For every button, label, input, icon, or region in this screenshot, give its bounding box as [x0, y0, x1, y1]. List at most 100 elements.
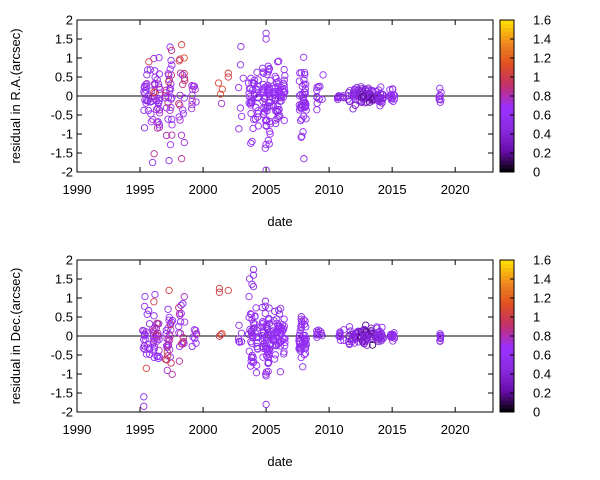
- data-point: [273, 325, 282, 333]
- data-point: [436, 98, 444, 106]
- data-point: [280, 76, 288, 84]
- data-point: [349, 105, 357, 113]
- data-point: [141, 335, 150, 344]
- data-point: [142, 364, 150, 372]
- data-points: [140, 29, 445, 172]
- colorbar-band: [500, 355, 514, 360]
- data-point: [298, 317, 306, 326]
- colorbar-band: [500, 286, 514, 291]
- data-point: [253, 344, 262, 353]
- y-tick-label: 2: [66, 13, 73, 28]
- data-point: [154, 104, 162, 112]
- x-tick-label: 1990: [63, 182, 92, 197]
- data-point: [150, 343, 158, 351]
- data-point: [236, 61, 245, 69]
- colorbar-band: [500, 46, 514, 51]
- data-point: [295, 338, 303, 346]
- data-point: [279, 93, 288, 101]
- data-point: [164, 115, 172, 123]
- data-point: [340, 336, 348, 345]
- data-point: [262, 323, 271, 331]
- data-point: [218, 85, 226, 93]
- colorbar-band: [500, 42, 514, 48]
- colorbar-band: [500, 377, 514, 383]
- colorbar-tick-label: 1.2: [533, 51, 551, 66]
- data-point: [300, 68, 309, 77]
- data-point: [280, 65, 288, 74]
- colorbar-tick-label: 1.2: [533, 291, 551, 306]
- data-point: [250, 76, 259, 84]
- data-point: [378, 99, 386, 107]
- x-axis-label: date: [267, 214, 292, 229]
- colorbar-tick-label: 0: [533, 165, 540, 180]
- data-point: [259, 68, 267, 76]
- data-point: [247, 327, 255, 336]
- y-tick-label: 0: [66, 329, 73, 344]
- data-point: [155, 335, 163, 344]
- data-point: [239, 74, 247, 82]
- data-point: [245, 89, 253, 97]
- x-tick-label: 2015: [378, 182, 407, 197]
- data-point: [336, 328, 344, 336]
- colorbar-band: [500, 260, 514, 265]
- data-point: [215, 332, 224, 340]
- x-tick-label: 2010: [315, 182, 344, 197]
- data-point: [299, 128, 307, 136]
- data-point: [264, 136, 272, 144]
- data-point: [263, 85, 272, 94]
- colorbar-tick-label: 0.2: [533, 386, 551, 401]
- data-point: [153, 352, 161, 361]
- data-point: [261, 100, 270, 109]
- colorbar-band: [500, 99, 514, 105]
- data-point: [215, 284, 224, 293]
- colorbar-band: [500, 130, 514, 135]
- data-point: [177, 301, 185, 309]
- data-point: [318, 332, 326, 340]
- data-point: [146, 66, 154, 74]
- data-point: [276, 368, 285, 376]
- data-point: [164, 352, 172, 360]
- colorbar-band: [500, 153, 514, 158]
- data-point: [141, 292, 149, 301]
- data-point: [263, 104, 271, 112]
- y-axis-label: residual in Dec.(arcsec): [8, 268, 23, 405]
- y-tick-label: -2: [61, 165, 73, 180]
- data-point: [280, 348, 288, 356]
- data-point: [271, 94, 279, 102]
- data-point: [235, 337, 243, 346]
- data-point: [367, 327, 375, 335]
- data-point: [272, 342, 281, 350]
- data-point: [155, 353, 163, 361]
- data-point: [164, 335, 173, 344]
- data-point: [176, 91, 184, 100]
- data-point: [188, 97, 196, 105]
- data-point: [386, 86, 394, 94]
- y-tick-label: 2: [66, 253, 73, 268]
- data-point: [253, 68, 261, 76]
- y-tick-label: 1.5: [55, 32, 73, 47]
- data-point: [145, 320, 154, 328]
- data-point: [248, 137, 256, 146]
- data-point: [249, 282, 258, 291]
- data-point: [279, 87, 288, 96]
- data-point: [272, 119, 280, 128]
- data-point: [296, 326, 304, 335]
- y-tick-label: -0.5: [51, 108, 73, 123]
- data-point: [150, 312, 158, 320]
- data-point: [254, 93, 262, 101]
- x-tick-label: 1995: [126, 182, 155, 197]
- data-point: [270, 355, 279, 363]
- data-point: [162, 131, 171, 140]
- data-point: [264, 359, 272, 368]
- data-point: [140, 393, 148, 401]
- data-point: [295, 106, 304, 114]
- colorbar-band: [500, 301, 514, 307]
- data-point: [264, 81, 272, 89]
- data-point: [177, 339, 186, 348]
- data-point: [167, 103, 175, 112]
- data-point: [176, 318, 185, 326]
- data-point: [261, 108, 269, 116]
- data-point: [192, 326, 200, 335]
- colorbar-band: [500, 393, 514, 398]
- data-point: [214, 79, 223, 87]
